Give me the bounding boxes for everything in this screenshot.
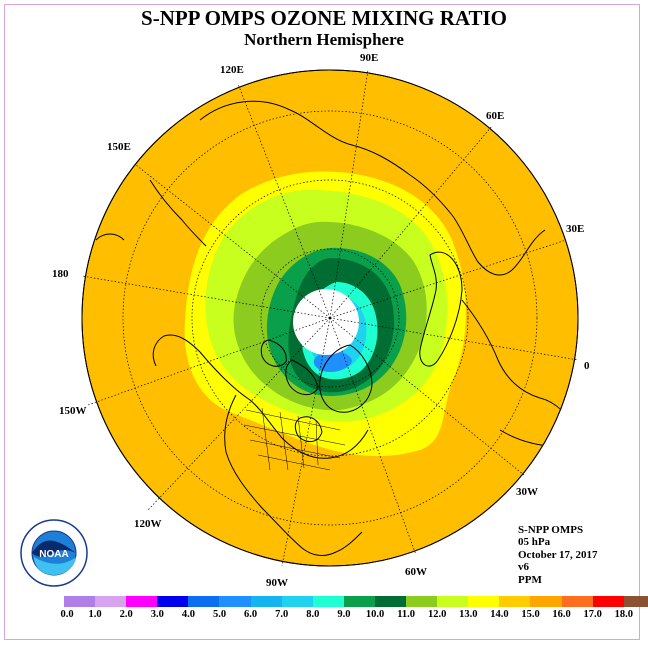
colorbar-swatch bbox=[343, 596, 375, 607]
colorbar-swatch bbox=[406, 596, 438, 607]
longitude-label-150e: 150E bbox=[107, 141, 131, 153]
colorbar-tick-label: 8.0 bbox=[306, 609, 320, 620]
info-level: 05 hPa bbox=[518, 536, 551, 549]
colorbar-swatch bbox=[312, 596, 344, 607]
contour-5 bbox=[313, 351, 352, 372]
colorbar-tick-label: 17.0 bbox=[583, 609, 602, 620]
colorbar-swatch bbox=[219, 596, 251, 607]
image-frame bbox=[4, 4, 640, 640]
info-units: PPM bbox=[518, 573, 542, 586]
colorbar-swatch bbox=[95, 596, 127, 607]
colorbar-tick-label: 1.0 bbox=[88, 609, 102, 620]
coastlines bbox=[95, 100, 577, 556]
longitude-label-150w: 150W bbox=[59, 405, 87, 417]
colorbar-swatch bbox=[499, 596, 531, 607]
colorbar-swatch bbox=[188, 596, 220, 607]
colorbar-tick-label: 14.0 bbox=[490, 609, 509, 620]
colorbar-tick-label: 0.0 bbox=[60, 609, 74, 620]
longitude-label-60w: 60W bbox=[405, 566, 427, 578]
colorbar-swatch bbox=[281, 596, 313, 607]
colorbar-swatch bbox=[250, 596, 282, 607]
ozone-contours bbox=[184, 171, 466, 457]
colorbar-swatch bbox=[530, 596, 562, 607]
longitude-label-30e: 30E bbox=[566, 223, 585, 235]
colorbar-swatch bbox=[592, 596, 624, 607]
info-version: v6 bbox=[518, 561, 529, 574]
map-subtitle: Northern Hemisphere bbox=[244, 30, 404, 49]
longitude-label-180: 180 bbox=[52, 268, 69, 280]
longitude-label-90e: 90E bbox=[360, 52, 379, 64]
colorbar-tick-label: 13.0 bbox=[459, 609, 478, 620]
colorbar-swatch bbox=[623, 596, 648, 607]
colorbar-tick-label: 9.0 bbox=[337, 609, 351, 620]
colorbar-tick-label: 6.0 bbox=[244, 609, 258, 620]
longitude-label-0: 0 bbox=[584, 360, 590, 372]
colorbar-tick-label: 10.0 bbox=[365, 609, 385, 620]
colorbar-swatch bbox=[468, 596, 500, 607]
colorbar-tick-label: 18.0 bbox=[614, 609, 633, 620]
colorbar-swatch bbox=[126, 596, 158, 607]
colorbar-swatch bbox=[561, 596, 593, 607]
colorbar-tick-label: 16.0 bbox=[552, 609, 571, 620]
latitude-circles bbox=[122, 110, 538, 526]
colorbar-tick-label: 2.0 bbox=[119, 609, 133, 620]
colorbar-tick-label: 15.0 bbox=[521, 609, 540, 620]
colorbar-swatch bbox=[157, 596, 189, 607]
colorbar-tick-label: 4.0 bbox=[181, 609, 195, 620]
colorbar-swatch bbox=[64, 596, 96, 607]
colorbar-tick-label: 7.0 bbox=[275, 609, 289, 620]
colorbar bbox=[64, 596, 648, 607]
colorbar-tick-label: 11.0 bbox=[397, 609, 415, 620]
meridians bbox=[81, 69, 579, 567]
info-instrument: S-NPP OMPS bbox=[518, 524, 584, 536]
longitude-label-120e: 120E bbox=[220, 64, 244, 76]
longitude-label-90w: 90W bbox=[266, 577, 288, 589]
colorbar-tick-label: 12.0 bbox=[428, 609, 447, 620]
colorbar-swatch bbox=[437, 596, 469, 607]
polar-night-no-data bbox=[293, 289, 359, 355]
colorbar-tick-label: 3.0 bbox=[150, 609, 164, 620]
info-block: S-NPP OMPS 05 hPa October 17, 2017 v6 PP… bbox=[518, 524, 598, 586]
longitude-label-120w: 120W bbox=[134, 518, 162, 530]
map-title: S-NPP OMPS OZONE MIXING RATIO bbox=[141, 6, 507, 30]
colorbar-swatch bbox=[374, 596, 407, 607]
logo-text: NOAA bbox=[39, 549, 68, 560]
longitude-label-60e: 60E bbox=[486, 110, 505, 122]
us-state-borders bbox=[243, 407, 346, 471]
noaa-logo: NOAA bbox=[20, 519, 88, 587]
colorbar-tick-label: 5.0 bbox=[212, 609, 227, 620]
info-date: October 17, 2017 bbox=[518, 548, 598, 561]
longitude-label-30w: 30W bbox=[516, 486, 538, 498]
